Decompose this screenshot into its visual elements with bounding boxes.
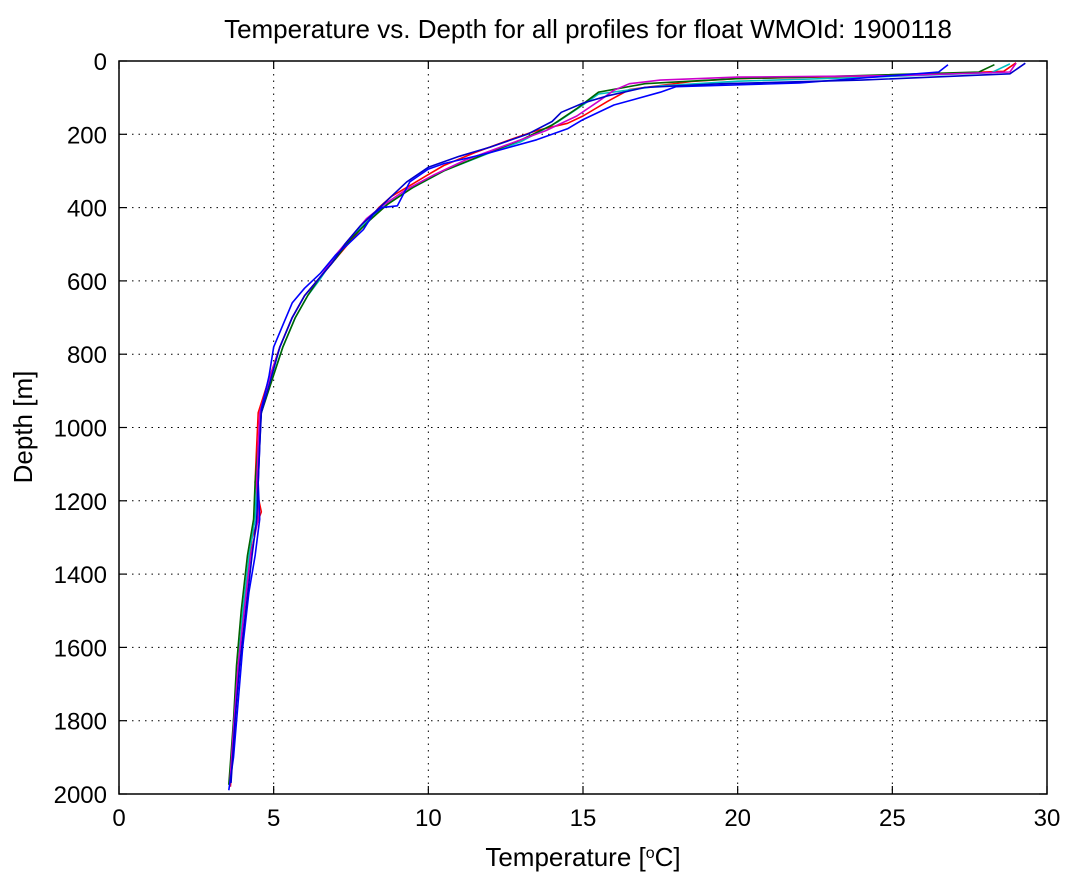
y-tick-label: 2000 (54, 782, 107, 809)
x-tick-label: 25 (879, 805, 906, 832)
x-tick-label: 5 (267, 805, 280, 832)
x-axis-label-superscript: o (646, 845, 655, 862)
x-axis-ticks: 0 5 10 15 20 25 30 (112, 61, 1060, 832)
y-tick-label: 600 (67, 269, 107, 296)
x-tick-label: 30 (1034, 805, 1061, 832)
chart-title: Temperature vs. Depth for all profiles f… (224, 14, 952, 44)
y-tick-label: 1800 (54, 709, 107, 736)
x-tick-label: 0 (112, 805, 125, 832)
y-tick-label: 0 (94, 49, 107, 76)
y-axis-label: Depth [m] (8, 371, 38, 484)
plot-frame (118, 60, 1048, 795)
series-lines (228, 62, 1026, 791)
x-tick-label: 10 (415, 805, 442, 832)
x-tick-label: 15 (570, 805, 597, 832)
y-tick-label: 1400 (54, 562, 107, 589)
y-axis-ticks: 0 200 400 600 800 1000 1200 1400 1600 1800 2000 (54, 49, 1047, 809)
temperature-profile-line-6 (230, 62, 1026, 784)
x-tick-label: 20 (724, 805, 751, 832)
y-tick-label: 800 (67, 342, 107, 369)
y-tick-label: 1000 (54, 416, 107, 443)
temperature-profile-line-5 (228, 64, 949, 791)
y-tick-label: 200 (67, 122, 107, 149)
y-tick-label: 1200 (54, 489, 107, 516)
x-axis-label: Temperature [oC] (485, 842, 680, 872)
y-tick-label: 400 (67, 196, 107, 223)
y-tick-label: 1600 (54, 635, 107, 662)
